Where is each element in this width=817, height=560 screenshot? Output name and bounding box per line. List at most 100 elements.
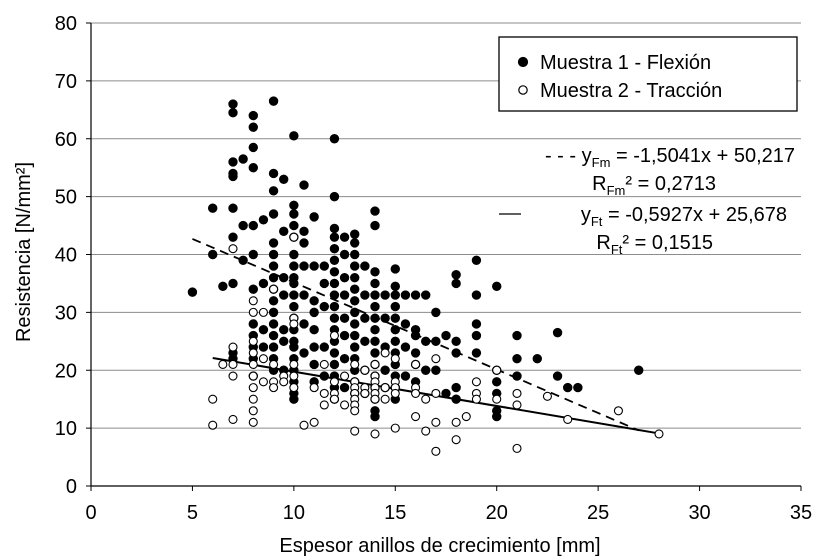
point-flexion xyxy=(268,209,279,219)
point-flexion xyxy=(431,307,441,318)
y-tick-label: 0 xyxy=(66,476,77,498)
point-flexion xyxy=(268,319,279,329)
point-traccion xyxy=(208,394,218,404)
point-flexion xyxy=(248,162,258,173)
point-flexion xyxy=(248,142,258,153)
point-traccion xyxy=(248,371,258,381)
legend-marker-flexion xyxy=(517,56,529,68)
point-traccion xyxy=(329,394,339,404)
point-flexion xyxy=(208,203,218,213)
x-tick-label: 0 xyxy=(85,502,96,524)
point-traccion xyxy=(431,388,441,398)
point-flexion xyxy=(309,359,319,370)
point-traccion xyxy=(228,371,238,381)
y-axis-title: Resistencia [N/mm²] xyxy=(13,162,35,342)
point-flexion xyxy=(360,261,370,271)
point-flexion xyxy=(370,325,380,335)
point-flexion xyxy=(329,134,340,144)
y-tick-label: 50 xyxy=(55,187,77,209)
point-flexion xyxy=(228,157,238,167)
point-traccion xyxy=(380,383,390,393)
point-traccion xyxy=(269,359,279,370)
point-flexion xyxy=(370,411,380,422)
point-flexion xyxy=(339,272,350,283)
trendlines xyxy=(192,238,660,435)
point-flexion xyxy=(370,220,380,231)
point-flexion xyxy=(329,301,340,312)
point-flexion xyxy=(268,249,279,260)
point-flexion xyxy=(492,281,502,292)
point-traccion xyxy=(248,348,258,358)
point-flexion xyxy=(370,336,380,347)
point-flexion xyxy=(309,261,319,271)
point-traccion xyxy=(370,429,380,439)
point-flexion xyxy=(268,330,279,341)
point-flexion xyxy=(299,290,309,300)
point-flexion xyxy=(299,238,309,248)
x-tick-label: 20 xyxy=(486,502,508,524)
point-flexion xyxy=(390,264,400,274)
point-traccion xyxy=(248,383,258,393)
x-tick-label: 15 xyxy=(384,502,406,524)
equation-flexion-sub: Fm xyxy=(592,155,611,170)
point-traccion xyxy=(390,388,400,398)
point-traccion xyxy=(350,406,360,416)
equation-flexion-prefix: - - - xyxy=(545,145,582,167)
point-flexion xyxy=(339,353,350,364)
equation-traccion-y: y xyxy=(581,204,591,226)
point-flexion xyxy=(299,180,309,190)
point-flexion xyxy=(228,99,238,109)
point-flexion xyxy=(400,342,411,352)
point-flexion xyxy=(279,325,289,335)
r2-traccion-sub: Ft xyxy=(611,242,623,257)
point-flexion xyxy=(390,313,400,323)
r2-traccion: RFt² = 0,1515 xyxy=(596,232,713,257)
point-flexion xyxy=(350,229,360,239)
trendline-annotations: - - - yFm = -1,5041x + 50,217 RFm² = 0,2… xyxy=(499,145,795,257)
point-flexion xyxy=(360,336,370,347)
point-traccion xyxy=(218,359,228,370)
legend-marker-traccion xyxy=(518,85,528,95)
point-flexion xyxy=(421,290,431,300)
equation-traccion-rest: = -0,5927x + 25,678 xyxy=(602,204,787,226)
y-tick-label: 70 xyxy=(55,71,77,93)
point-traccion xyxy=(461,411,471,422)
point-flexion xyxy=(329,223,340,234)
point-flexion xyxy=(552,327,563,338)
point-traccion xyxy=(248,359,258,370)
point-flexion xyxy=(532,353,542,364)
point-flexion xyxy=(258,342,269,352)
point-flexion xyxy=(339,313,350,323)
point-traccion xyxy=(542,391,552,401)
point-flexion xyxy=(421,365,431,375)
point-flexion xyxy=(339,290,350,300)
point-traccion xyxy=(258,307,268,317)
point-flexion xyxy=(268,96,279,106)
point-flexion xyxy=(360,313,370,323)
point-traccion xyxy=(248,394,258,404)
point-flexion xyxy=(370,206,380,216)
equation-traccion: yFt = -0,5927x + 25,678 xyxy=(581,204,787,229)
point-traccion xyxy=(319,388,329,398)
point-traccion xyxy=(350,359,360,370)
point-flexion xyxy=(279,272,289,283)
axes xyxy=(86,22,802,491)
point-traccion xyxy=(421,426,431,436)
point-traccion xyxy=(613,406,623,416)
point-traccion xyxy=(248,296,258,306)
point-flexion xyxy=(350,284,360,294)
point-flexion xyxy=(208,249,218,260)
point-flexion xyxy=(471,330,482,341)
point-traccion xyxy=(431,354,441,364)
point-flexion xyxy=(329,267,340,277)
point-flexion xyxy=(299,348,309,358)
point-flexion xyxy=(228,203,238,213)
point-flexion xyxy=(329,278,340,289)
point-flexion xyxy=(268,272,279,283)
point-flexion xyxy=(634,365,644,375)
point-flexion xyxy=(329,255,340,265)
r2-flexion: RFm² = 0,2713 xyxy=(592,173,716,198)
point-flexion xyxy=(400,371,411,381)
r2-flexion-r: R xyxy=(592,173,606,195)
point-traccion xyxy=(258,377,268,387)
